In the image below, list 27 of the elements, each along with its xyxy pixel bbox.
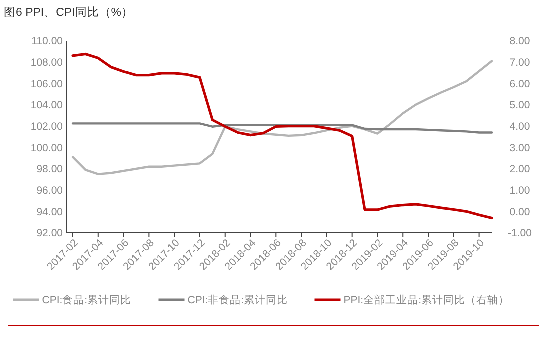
y-tick-label: 96.00 xyxy=(36,185,64,198)
legend-label: CPI:非食品:累计同比 xyxy=(188,294,288,307)
y2-tick-label: 2.00 xyxy=(510,164,530,176)
y-tick-label: 110.00 xyxy=(32,36,64,48)
line-series xyxy=(72,122,494,134)
y-tick-label: 108.00 xyxy=(30,57,64,70)
y-tick-label: 92.00 xyxy=(36,228,64,240)
chart-title: 图6 PPI、CPI同比（%） xyxy=(4,6,134,19)
y-tick-label: 106.00 xyxy=(30,78,64,90)
y2-tick-label: 4.00 xyxy=(510,121,530,134)
y2-tick-label: 0.00 xyxy=(510,206,530,218)
y2-tick-label: 6.00 xyxy=(510,78,530,90)
y-tick-label: 104.00 xyxy=(30,100,64,112)
y2-tick-label: 3.00 xyxy=(510,142,530,154)
line-series xyxy=(72,52,494,220)
y2-tick-label: 8.00 xyxy=(510,36,530,48)
y2-tick-label: -1.00 xyxy=(508,228,532,240)
line-series xyxy=(72,60,494,176)
y2-tick-label: 1.00 xyxy=(510,185,530,198)
y-tick-label: 100.00 xyxy=(30,142,64,154)
legend-label: PPI:全部工业品:累计同比（右轴） xyxy=(344,294,510,307)
y-tick-label: 102.00 xyxy=(30,121,64,134)
y2-tick-label: 5.00 xyxy=(510,100,530,112)
legend-label: CPI:食品:累计同比 xyxy=(42,294,132,307)
y-tick-label: 98.00 xyxy=(36,164,64,176)
y-tick-label: 94.00 xyxy=(36,206,64,218)
y2-tick-label: 7.00 xyxy=(510,57,530,70)
